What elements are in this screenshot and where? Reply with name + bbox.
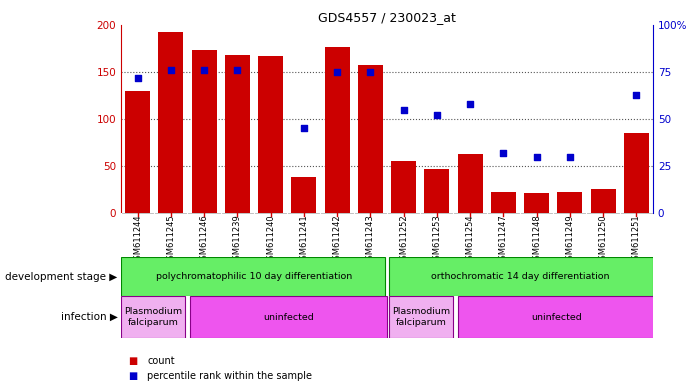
Bar: [457, 154, 482, 213]
Bar: [121, 296, 185, 338]
Bar: [624, 133, 649, 213]
Text: GSM611249: GSM611249: [565, 214, 574, 265]
Text: GSM611245: GSM611245: [167, 214, 176, 265]
Bar: [591, 189, 616, 213]
Text: Plasmodium
falciparum: Plasmodium falciparum: [124, 308, 182, 327]
Text: GSM611247: GSM611247: [499, 214, 508, 265]
Bar: [325, 46, 350, 213]
Bar: [125, 91, 150, 213]
Text: GSM611239: GSM611239: [233, 214, 242, 265]
Text: orthochromatic 14 day differentiation: orthochromatic 14 day differentiation: [430, 272, 609, 281]
Point: [565, 154, 576, 160]
Text: GSM611240: GSM611240: [266, 214, 275, 265]
Bar: [457, 296, 655, 338]
Point: [365, 69, 376, 75]
Bar: [158, 31, 183, 213]
Text: percentile rank within the sample: percentile rank within the sample: [147, 371, 312, 381]
Point: [332, 69, 343, 75]
Text: Plasmodium
falciparum: Plasmodium falciparum: [392, 308, 451, 327]
Point: [631, 91, 642, 98]
Bar: [558, 192, 583, 213]
Bar: [391, 161, 416, 213]
Bar: [191, 50, 216, 213]
Text: GSM611251: GSM611251: [632, 214, 641, 265]
Bar: [225, 55, 249, 213]
Bar: [524, 194, 549, 213]
Text: uninfected: uninfected: [263, 313, 314, 322]
Text: uninfected: uninfected: [531, 313, 582, 322]
Point: [464, 101, 475, 107]
Bar: [189, 296, 387, 338]
Text: development stage ▶: development stage ▶: [6, 272, 117, 282]
Point: [431, 112, 442, 118]
Point: [198, 67, 209, 73]
Text: ■: ■: [128, 356, 137, 366]
Text: GSM611252: GSM611252: [399, 214, 408, 265]
Point: [132, 74, 143, 81]
Text: GSM611244: GSM611244: [133, 214, 142, 265]
Text: GSM611242: GSM611242: [332, 214, 341, 265]
Point: [398, 106, 409, 113]
Text: GSM611250: GSM611250: [598, 214, 607, 265]
Text: count: count: [147, 356, 175, 366]
Point: [498, 150, 509, 156]
Text: GSM611246: GSM611246: [200, 214, 209, 265]
Point: [531, 154, 542, 160]
Text: GSM611243: GSM611243: [366, 214, 375, 265]
Point: [299, 125, 310, 131]
Bar: [121, 257, 385, 296]
Bar: [491, 192, 515, 213]
Bar: [358, 65, 383, 213]
Text: ■: ■: [128, 371, 137, 381]
Bar: [258, 56, 283, 213]
Bar: [389, 296, 453, 338]
Text: GSM611248: GSM611248: [532, 214, 541, 265]
Point: [165, 67, 176, 73]
Bar: [292, 177, 316, 213]
Title: GDS4557 / 230023_at: GDS4557 / 230023_at: [318, 11, 456, 24]
Text: GSM611254: GSM611254: [466, 214, 475, 265]
Bar: [424, 169, 449, 213]
Bar: [389, 257, 653, 296]
Point: [231, 67, 243, 73]
Text: polychromatophilic 10 day differentiation: polychromatophilic 10 day differentiatio…: [155, 272, 352, 281]
Text: GSM611241: GSM611241: [299, 214, 308, 265]
Text: GSM611253: GSM611253: [433, 214, 442, 265]
Text: infection ▶: infection ▶: [61, 312, 117, 322]
